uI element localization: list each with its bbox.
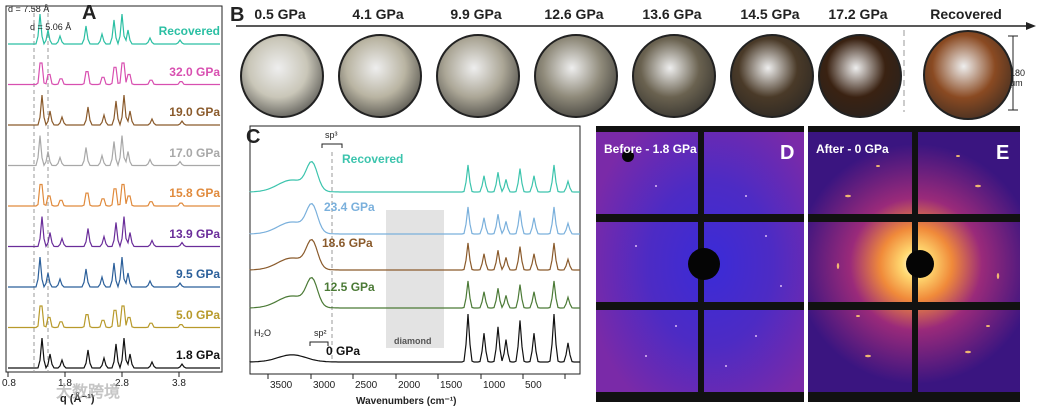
panel-d-caption: Before - 1.8 GPa [604,142,697,156]
panel-a-letter: A [82,2,97,24]
panel-a-xrd-plot [5,5,223,377]
panel-a: A d = 7.58 Å d = 5.06 Å Recovered 32.0 GP… [0,0,228,408]
trace-label: 15.8 GPa [169,186,220,200]
ftir-trace [249,313,580,363]
sp2-label: sp² [314,328,327,338]
diamond-region [386,210,444,348]
pressure-label: 4.1 GPa [352,6,404,22]
ftir-trace [249,202,580,236]
ftir-trace [249,160,580,194]
tick-label: 2.8 [115,378,129,389]
sample-micrograph [632,34,716,118]
diamond-label: diamond [394,336,432,346]
xrd-trace [8,256,220,289]
xrd-trace [8,94,220,127]
xrd-trace [8,337,220,370]
tick-label: 1000 [483,380,506,391]
pressure-label: 9.9 GPa [450,6,502,22]
sample-micrograph [730,34,814,118]
panel-e-letter: E [996,142,1010,164]
xrd-trace [8,62,220,86]
xrd-trace [8,183,220,207]
panel-d-diffraction-image: Before - 1.8 GPa D [596,126,804,402]
panel-b-letter: B [230,4,245,26]
trace-label: 17.0 GPa [169,145,220,160]
tick-label: 1.8 [58,378,72,389]
trace-label: 9.5 GPa [175,267,220,281]
trace-label: 5.0 GPa [175,307,220,322]
tick-label: 2000 [398,380,421,391]
tick-label: 3500 [270,380,293,391]
scale-bar-label: 180 μm [1010,68,1026,88]
x-axis-label: Wavenumbers (cm⁻¹) [356,396,457,407]
tick-label: 0.8 [2,378,16,389]
pressure-label: Recovered [930,6,1002,22]
pressure-label: 0.5 GPa [254,6,306,22]
sample-micrograph [818,34,902,118]
pressure-label: 17.2 GPa [828,6,888,22]
panel-b: B 0.5 GPa 4.1 GPa 9.9 GPa 12.6 GPa 13.6 GPa 1… [228,0,1040,120]
panel-e-diffraction-image: After - 0 GPa E [808,126,1020,402]
tick-label: 1500 [440,380,463,391]
trace-label: 18.6 GPa [322,236,373,250]
trace-label: 23.4 GPa [324,200,375,214]
sample-micrograph [436,34,520,118]
sample-micrograph [923,30,1013,120]
panel-b-arrow [236,22,1036,112]
pressure-label: 13.6 GPa [642,6,702,22]
trace-label: 32.0 GPa [169,64,220,79]
sample-micrograph [338,34,422,118]
panel-c-ftir-plot [249,125,581,379]
trace-label: Recovered [342,152,404,166]
trace-label: 13.9 GPa [169,226,220,241]
ftir-trace [249,276,580,310]
ftir-trace [249,238,580,272]
x-axis-label: q (Å⁻¹) [60,393,95,405]
panel-c: C sp³ sp² H₂O diamond Recovered 23.4 GPa 1… [236,122,592,408]
xrd-trace [8,305,220,329]
h2o-label: H₂O [254,328,271,338]
trace-label: 19.0 GPa [169,105,220,119]
xrd-trace [8,13,220,46]
d-spacing-label-2: d = 5.06 Å [30,22,72,32]
panel-d-letter: D [780,142,795,164]
tick-label: 3000 [313,380,336,391]
pressure-label: 12.6 GPa [544,6,604,22]
panel-e-caption: After - 0 GPa [816,142,889,156]
watermark: 大数跨境 [56,384,121,401]
xrd-trace [8,216,220,249]
tick-label: 2500 [355,380,378,391]
xrd-trace [8,135,220,168]
panel-c-letter: C [246,126,261,148]
trace-label: 0 GPa [326,344,361,358]
trace-label: 1.8 GPa [175,348,220,362]
sample-micrograph [240,34,324,118]
trace-label: Recovered [158,24,220,38]
sample-micrograph [534,34,618,118]
sp3-label: sp³ [325,130,338,140]
pressure-label: 14.5 GPa [740,6,800,22]
tick-label: 3.8 [172,378,186,389]
d-spacing-label-1: d = 7.58 Å [8,4,50,14]
trace-label: 12.5 GPa [324,280,375,294]
tick-label: 500 [525,380,542,391]
